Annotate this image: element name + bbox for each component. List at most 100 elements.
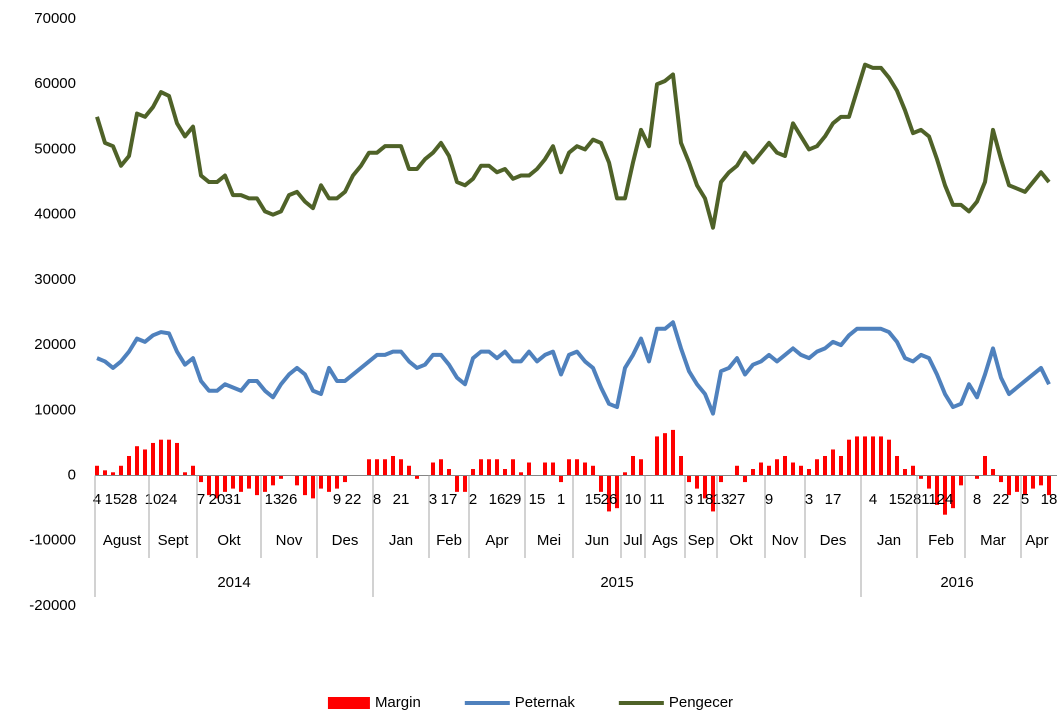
legend: Margin Peternak Pengecer	[327, 694, 733, 711]
bar	[1023, 475, 1027, 496]
bar	[399, 459, 403, 476]
months-label: Apr	[1025, 532, 1048, 549]
x-tick-label: 26	[601, 491, 618, 508]
months-label: Agust	[103, 532, 142, 549]
x-tick-label: 20	[209, 491, 226, 508]
months-label: Des	[332, 532, 359, 549]
bar	[703, 475, 707, 499]
bar	[687, 475, 691, 483]
bar	[639, 459, 643, 476]
bar	[655, 436, 659, 476]
bar	[623, 472, 627, 476]
bar	[879, 436, 883, 476]
bar	[295, 475, 299, 486]
y-tick-label: 0	[68, 467, 76, 484]
bar	[711, 475, 715, 512]
months-label: Des	[820, 532, 847, 549]
bar	[447, 469, 451, 476]
months-label: Sept	[158, 532, 190, 549]
bar	[487, 459, 491, 476]
x-tick-label: 18	[1041, 491, 1057, 508]
bar	[391, 455, 395, 476]
bar	[343, 475, 347, 483]
x-tick-label: 17	[825, 491, 842, 508]
y-tick-label: -20000	[29, 597, 76, 614]
x-tick-label: 11	[921, 491, 937, 508]
x-tick-label: 15	[585, 491, 602, 508]
x-tick-label: 3	[805, 491, 813, 508]
bar	[1039, 475, 1043, 486]
months-label: Feb	[436, 532, 462, 549]
bar	[951, 475, 955, 509]
x-tick-label: 22	[345, 491, 362, 508]
bar	[455, 475, 459, 492]
bar	[607, 475, 611, 512]
bar	[959, 475, 963, 486]
x-tick-label: 15	[529, 491, 546, 508]
bar	[335, 475, 339, 489]
y-tick-label: 60000	[34, 75, 76, 92]
bar	[207, 475, 211, 496]
x-tick-label: 13	[713, 491, 730, 508]
bar	[503, 469, 507, 476]
bar	[471, 469, 475, 476]
bar	[999, 475, 1003, 483]
bar	[719, 475, 723, 483]
months-label: Jan	[877, 532, 901, 549]
bar	[215, 475, 219, 499]
legend-label: Margin	[375, 694, 421, 711]
bar	[199, 475, 203, 483]
bar	[511, 459, 515, 476]
x-tick-label: 10	[625, 491, 642, 508]
bar	[975, 475, 979, 479]
bar	[383, 459, 387, 476]
months-label: Okt	[217, 532, 241, 549]
bar	[751, 469, 755, 476]
bar	[759, 462, 763, 476]
bar	[183, 472, 187, 476]
bar	[479, 459, 483, 476]
bar	[695, 475, 699, 489]
bar	[559, 475, 563, 483]
bar	[575, 459, 579, 476]
bar	[95, 465, 99, 476]
bar	[439, 459, 443, 476]
bar	[927, 475, 931, 489]
bar	[735, 465, 739, 476]
bar	[431, 462, 435, 476]
bar	[887, 439, 891, 476]
bar	[895, 455, 899, 476]
x-tick-label: 5	[1021, 491, 1029, 508]
bar	[143, 449, 147, 476]
bar	[743, 475, 747, 483]
x-tick-label: 13	[265, 491, 282, 508]
bar	[223, 475, 227, 492]
x-tick-label: 29	[505, 491, 522, 508]
bar	[151, 442, 155, 476]
legend-item: Pengecer	[618, 694, 733, 711]
bar	[583, 462, 587, 476]
bar	[175, 442, 179, 476]
x-tick-label: 15	[889, 491, 906, 508]
bar	[1007, 475, 1011, 496]
bar	[615, 475, 619, 509]
x-tick-label: 31	[225, 491, 242, 508]
x-tick-label: 24	[937, 491, 954, 508]
x-tick-label: 9	[765, 491, 773, 508]
bar	[135, 446, 139, 476]
bar	[495, 459, 499, 476]
x-tick-label: 4	[869, 491, 877, 508]
bar	[663, 433, 667, 476]
bar	[367, 459, 371, 476]
bar	[823, 455, 827, 476]
line	[95, 62, 1051, 230]
x-tick-label: 16	[489, 491, 506, 508]
bar	[1015, 475, 1019, 492]
x-tick-label: 8	[373, 491, 381, 508]
bar	[863, 436, 867, 476]
x-tick-label: 27	[729, 491, 746, 508]
years-label: 2014	[217, 574, 250, 591]
bar	[839, 455, 843, 476]
